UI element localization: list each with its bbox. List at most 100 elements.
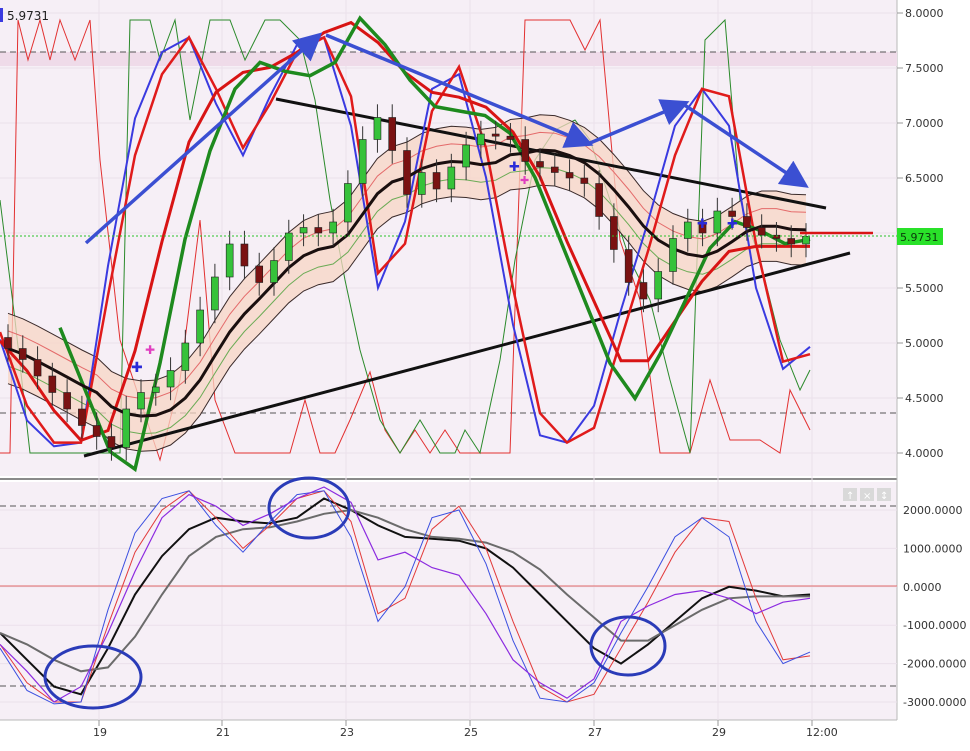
candle-up — [211, 276, 219, 311]
candle-up — [417, 172, 426, 195]
candle-down — [506, 135, 515, 140]
candle-up — [137, 392, 145, 410]
candle-down — [565, 172, 574, 179]
candle-up — [166, 370, 175, 388]
candle-down — [550, 166, 559, 173]
candle-up — [462, 144, 470, 168]
osc-tick-label: -1000.0000 — [903, 619, 966, 632]
candle-down — [610, 216, 618, 250]
panel-up-label: ↑ — [846, 491, 854, 502]
osc-tick-label: 0.0000 — [903, 581, 942, 594]
trend-arrows — [84, 32, 809, 245]
blue-cross-marker-3: ✚ — [727, 217, 738, 232]
candle-up — [196, 309, 204, 344]
candle-up — [477, 133, 485, 146]
candle-down — [536, 161, 544, 168]
osc-tick-label: 2000.0000 — [903, 504, 963, 517]
time-tick-label: 25 — [464, 726, 478, 739]
osc-tick-label: -2000.0000 — [903, 658, 966, 671]
candle-up — [284, 232, 293, 261]
candle-down — [757, 227, 766, 236]
trend-arrow-4 — [682, 102, 809, 188]
price-tick-label: 4.5000 — [905, 392, 944, 405]
trend-arrow-3 — [589, 99, 690, 145]
thin-red-zigzag — [0, 18, 811, 462]
osc-tick-label: 1000.0000 — [903, 542, 963, 555]
symbol-swatch — [0, 8, 3, 22]
osc-red-line — [0, 490, 811, 703]
panel-up-button[interactable] — [843, 488, 857, 501]
price-tick-label: 4.0000 — [905, 447, 944, 460]
candle-down — [491, 133, 500, 137]
osc-blue-line — [0, 490, 811, 705]
candle-up — [683, 221, 692, 239]
triangle-upper-trendline — [275, 97, 827, 210]
osc-panel-bg — [0, 482, 897, 720]
panel-resize-label: ↕ — [880, 491, 888, 502]
candle-up — [181, 342, 190, 371]
osc-gray-line — [0, 508, 810, 673]
candle-down — [624, 249, 633, 283]
price-tick-label: 8.0000 — [905, 7, 944, 20]
candle-up — [358, 139, 367, 184]
last-price-tag-text: 5.9731 — [900, 231, 939, 244]
sell-marker: ✚ — [145, 343, 155, 357]
time-tick-label: 23 — [340, 726, 354, 739]
panel-close-button[interactable] — [860, 488, 874, 501]
candle-down — [92, 425, 101, 437]
slow-green-line — [58, 15, 811, 473]
candle-down — [314, 227, 323, 234]
time-tick-label: 12:00 — [806, 726, 838, 739]
candle-up — [669, 238, 677, 272]
annotation-circle-3 — [589, 615, 667, 677]
price-tick-label: 7.0000 — [905, 117, 944, 130]
annotation-circle-2 — [267, 476, 351, 540]
candles — [4, 104, 810, 461]
candle-up — [373, 117, 382, 140]
osc-black-line — [0, 497, 811, 696]
magenta-cross-marker: ✚ — [520, 174, 529, 187]
panel-resize-button[interactable] — [877, 488, 891, 501]
candle-down — [388, 117, 397, 151]
time-tick-label: 21 — [216, 726, 230, 739]
time-tick-label: 27 — [588, 726, 602, 739]
candle-down — [432, 172, 441, 190]
time-tick-label: 19 — [93, 726, 107, 739]
candle-down — [18, 348, 27, 360]
candle-down — [728, 210, 736, 217]
buy-marker: ✚ — [131, 360, 143, 376]
osc-purple-line — [0, 486, 811, 703]
candle-up — [122, 408, 131, 448]
candle-up — [329, 221, 337, 234]
candle-down — [521, 139, 530, 162]
time-tick-labels: 19 21 23 25 27 29 12:00 — [93, 720, 838, 739]
candle-up — [654, 271, 663, 300]
panel-buttons[interactable]: ↑ × ↕ — [843, 488, 891, 502]
osc-grid — [0, 509, 897, 703]
price-tick-label: 7.5000 — [905, 62, 944, 75]
candle-up — [151, 386, 160, 393]
candle-down — [240, 243, 249, 267]
candle-down — [698, 221, 707, 234]
oscillator-lines — [0, 486, 811, 705]
candle-down — [772, 234, 781, 239]
fast-blue-line — [0, 35, 811, 448]
candle-down — [787, 238, 796, 245]
candle-down — [639, 282, 648, 300]
thin-green-zigzag — [0, 18, 811, 455]
panel-close-label: × — [863, 491, 871, 502]
price-axis-bg — [897, 0, 970, 747]
overbought-zone — [0, 52, 897, 66]
price-tick-label: 6.5000 — [905, 172, 944, 185]
candle-down — [595, 183, 603, 217]
annotation-circle-1 — [43, 644, 143, 710]
osc-tick-labels: 2000.0000 1000.0000 0.0000 -1000.0000 -2000.… — [903, 504, 966, 709]
blue-cross-marker-2: ✚ — [697, 217, 708, 232]
candle-up — [802, 236, 810, 245]
candle-down — [48, 375, 57, 393]
candle-down — [743, 216, 751, 228]
trend-arrow-1 — [84, 32, 323, 245]
candle-down — [63, 392, 71, 410]
candle-up — [225, 243, 234, 278]
